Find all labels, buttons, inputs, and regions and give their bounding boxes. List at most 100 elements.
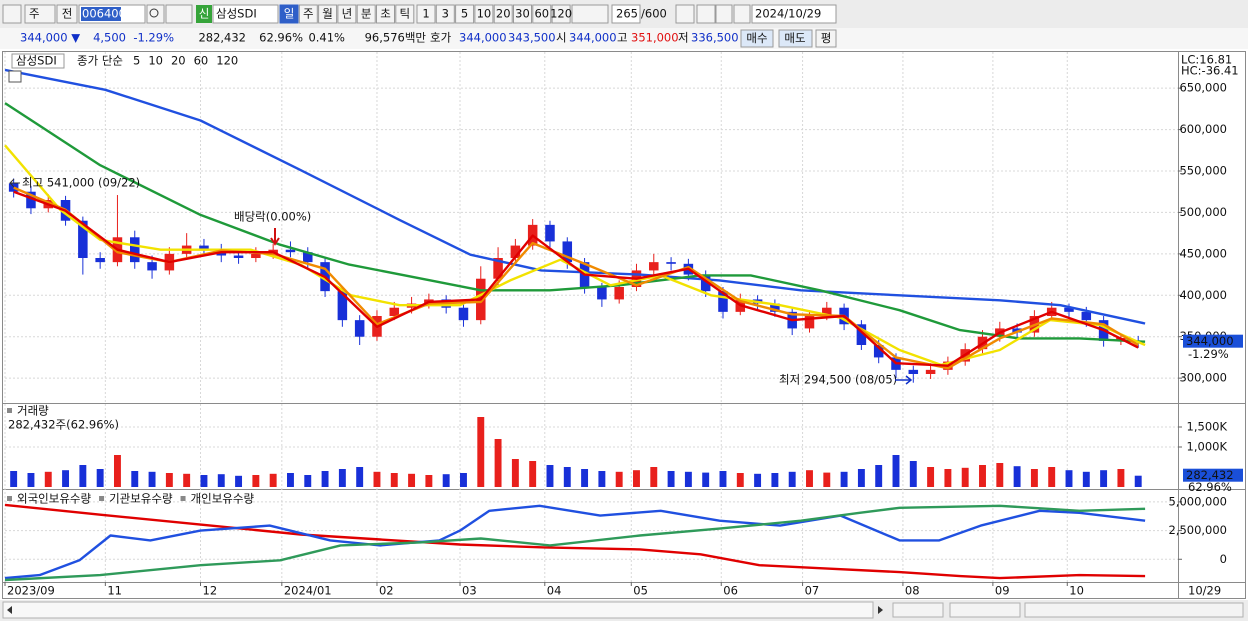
sound-button[interactable]	[165, 4, 193, 24]
scrollbar[interactable]	[2, 601, 874, 619]
quote-label: 호가	[430, 31, 452, 45]
candle-body	[493, 258, 503, 279]
annotation: 배당락(0.00%)	[234, 210, 311, 224]
interval-button[interactable]	[455, 4, 475, 24]
bar-count: 265	[616, 7, 638, 21]
zoom-slider[interactable]	[949, 602, 1021, 618]
interval-select[interactable]	[571, 4, 609, 24]
candle-body	[614, 287, 624, 300]
code-selection	[81, 7, 121, 21]
x-tick-label: 04	[547, 584, 562, 598]
volume-bar	[806, 470, 813, 487]
candle-body	[354, 320, 365, 337]
date: 2024/10/29	[755, 7, 821, 21]
interval-button[interactable]	[435, 4, 455, 24]
legend-entry: 60	[194, 54, 209, 68]
candle-body	[78, 220, 88, 258]
count-field[interactable]	[611, 4, 641, 24]
volume-bar	[1100, 470, 1108, 487]
annotation: 최고 541,000 (09/22)	[22, 176, 140, 190]
volume-bar	[183, 473, 191, 487]
save-button[interactable]	[715, 4, 733, 24]
period-button[interactable]	[298, 4, 318, 24]
volume-bar	[1082, 471, 1090, 487]
open: 344,000	[569, 31, 617, 45]
interval-button[interactable]	[532, 4, 552, 24]
candle-body	[251, 253, 261, 258]
interval-button[interactable]	[416, 4, 436, 24]
tool-icons[interactable]	[1024, 602, 1244, 618]
volume-bar	[269, 473, 277, 487]
last-volume-rate: 62.96%	[1188, 480, 1232, 494]
settings-button[interactable]	[733, 4, 751, 24]
period-button[interactable]	[395, 4, 415, 24]
menu-button[interactable]	[2, 4, 22, 24]
candle-body	[700, 274, 711, 292]
period-button[interactable]	[318, 4, 338, 24]
annotation-arrow	[9, 178, 20, 188]
interval-button[interactable]	[474, 4, 494, 24]
panel-subtitle: 282,432주(62.96%)	[8, 418, 119, 432]
volume-bar	[96, 469, 104, 487]
high: 351,000	[631, 31, 679, 45]
period-button[interactable]	[356, 4, 376, 24]
candle-body	[562, 241, 573, 263]
candle-type-button[interactable]	[675, 4, 695, 24]
playback-controls[interactable]	[892, 602, 944, 618]
period-label: 년	[342, 7, 353, 21]
volume-bar	[633, 470, 640, 487]
name-field[interactable]	[212, 4, 279, 24]
volume-bar	[321, 471, 329, 487]
annotation-arrow	[895, 375, 913, 385]
volume-bar	[581, 469, 589, 487]
candle-body	[389, 307, 400, 316]
table-icon	[8, 70, 22, 83]
bar-max: /600	[641, 7, 667, 21]
candle-body	[770, 303, 780, 312]
candle-body	[597, 287, 607, 300]
volume-bar	[944, 469, 952, 487]
date-field[interactable]	[751, 4, 837, 24]
search-button[interactable]	[146, 4, 165, 24]
x-tick-label: 08	[905, 584, 920, 598]
y-tick-label: 2,500,000	[1168, 523, 1227, 537]
period-button[interactable]	[337, 4, 357, 24]
volume-bar	[840, 471, 848, 487]
open-label: 시	[556, 31, 567, 45]
period-button[interactable]	[376, 4, 395, 24]
period-label: 초	[380, 7, 391, 21]
avg-button[interactable]	[815, 29, 837, 48]
panel-title: 거래량	[17, 404, 49, 418]
interval-label: 5	[461, 7, 468, 21]
interval-button[interactable]	[493, 4, 513, 24]
interval-button[interactable]	[551, 4, 571, 24]
x-tick-label: 12	[203, 584, 218, 598]
volume-bar	[1013, 466, 1021, 487]
market-select[interactable]	[24, 4, 56, 24]
volume-rate: 62.96%	[259, 31, 303, 45]
x-tick-label: 05	[633, 584, 648, 598]
low: 336,500	[691, 31, 739, 45]
x-tick-label: 07	[805, 584, 820, 598]
volume-bar	[529, 461, 537, 487]
candle-body	[95, 258, 105, 263]
new-badge-box	[196, 5, 212, 23]
sell-button[interactable]	[778, 29, 813, 48]
volume-bar	[1048, 467, 1056, 487]
volume-bar	[615, 471, 623, 487]
volume-bar	[563, 467, 571, 487]
volume-bar	[44, 471, 52, 487]
all-button[interactable]	[56, 4, 78, 24]
sell-label: 매도	[784, 31, 805, 45]
volume-bar	[650, 467, 658, 487]
buy-button[interactable]	[740, 29, 774, 48]
period-button[interactable]	[279, 4, 299, 24]
candle-body	[822, 307, 832, 316]
volume-bar	[425, 475, 433, 487]
interval-button[interactable]	[513, 4, 532, 24]
candle-body	[666, 262, 676, 264]
volume: 282,432	[198, 31, 246, 45]
draw-button[interactable]	[696, 4, 716, 24]
period-label: 일	[284, 7, 295, 21]
